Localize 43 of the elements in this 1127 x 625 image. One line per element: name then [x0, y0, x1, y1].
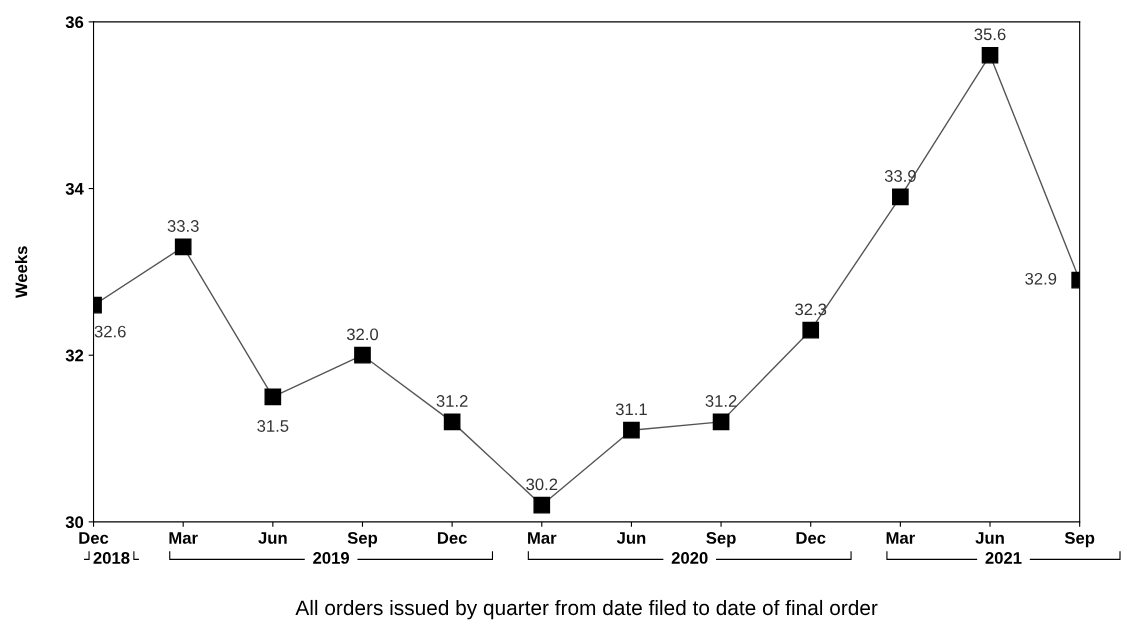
- x-tick-label: Sep: [706, 532, 736, 548]
- text: 33.3: [167, 220, 199, 232]
- point: [981, 46, 999, 64]
- text: 35.6: [974, 28, 1006, 41]
- x-axis-title: All orders issued by quarter from date filed to date of final order: [295, 599, 878, 620]
- text: 31.5: [257, 420, 289, 432]
- x-tick-label: Jun: [975, 532, 1004, 544]
- point: [712, 413, 730, 431]
- y-tick-label: 32: [65, 349, 84, 362]
- x-tick-label: Dec: [437, 532, 467, 544]
- point: [892, 188, 909, 206]
- y-tick-label: 34: [65, 182, 84, 195]
- x-tick-label: Sep: [347, 532, 378, 548]
- text: 32.6: [94, 325, 126, 338]
- y-tick-label: 30: [65, 516, 84, 529]
- point: [174, 238, 192, 256]
- text: 2018: [93, 552, 130, 564]
- x-tick-label: Mar: [528, 532, 557, 544]
- point: [623, 421, 640, 439]
- point: [802, 321, 820, 339]
- x-tick-label: Sep: [1064, 532, 1095, 548]
- y-axis-title: Weeks: [15, 246, 28, 299]
- x-tick-label: Jun: [258, 532, 287, 544]
- text: 31.2: [705, 395, 737, 407]
- x-tick-label: Jun: [616, 532, 646, 544]
- point: [264, 388, 282, 406]
- text: 31.1: [615, 403, 647, 416]
- text: 2020: [671, 552, 708, 564]
- text: 31.2: [436, 395, 468, 407]
- point: [354, 346, 371, 364]
- x-tick-label: Mar: [169, 532, 198, 544]
- y-tick-label: 36: [65, 16, 84, 29]
- text: 30.2: [526, 478, 558, 491]
- text: 32.3: [795, 303, 827, 316]
- x-tick-label: Dec: [796, 532, 826, 544]
- text: 32.0: [346, 328, 379, 341]
- text: 2021: [985, 552, 1022, 564]
- text: 2019: [313, 552, 350, 564]
- x-tick-label: Mar: [886, 532, 915, 544]
- x-tick-label: Dec: [79, 532, 109, 544]
- point: [443, 413, 461, 431]
- point: [533, 496, 551, 514]
- text: 32.9: [1025, 272, 1057, 285]
